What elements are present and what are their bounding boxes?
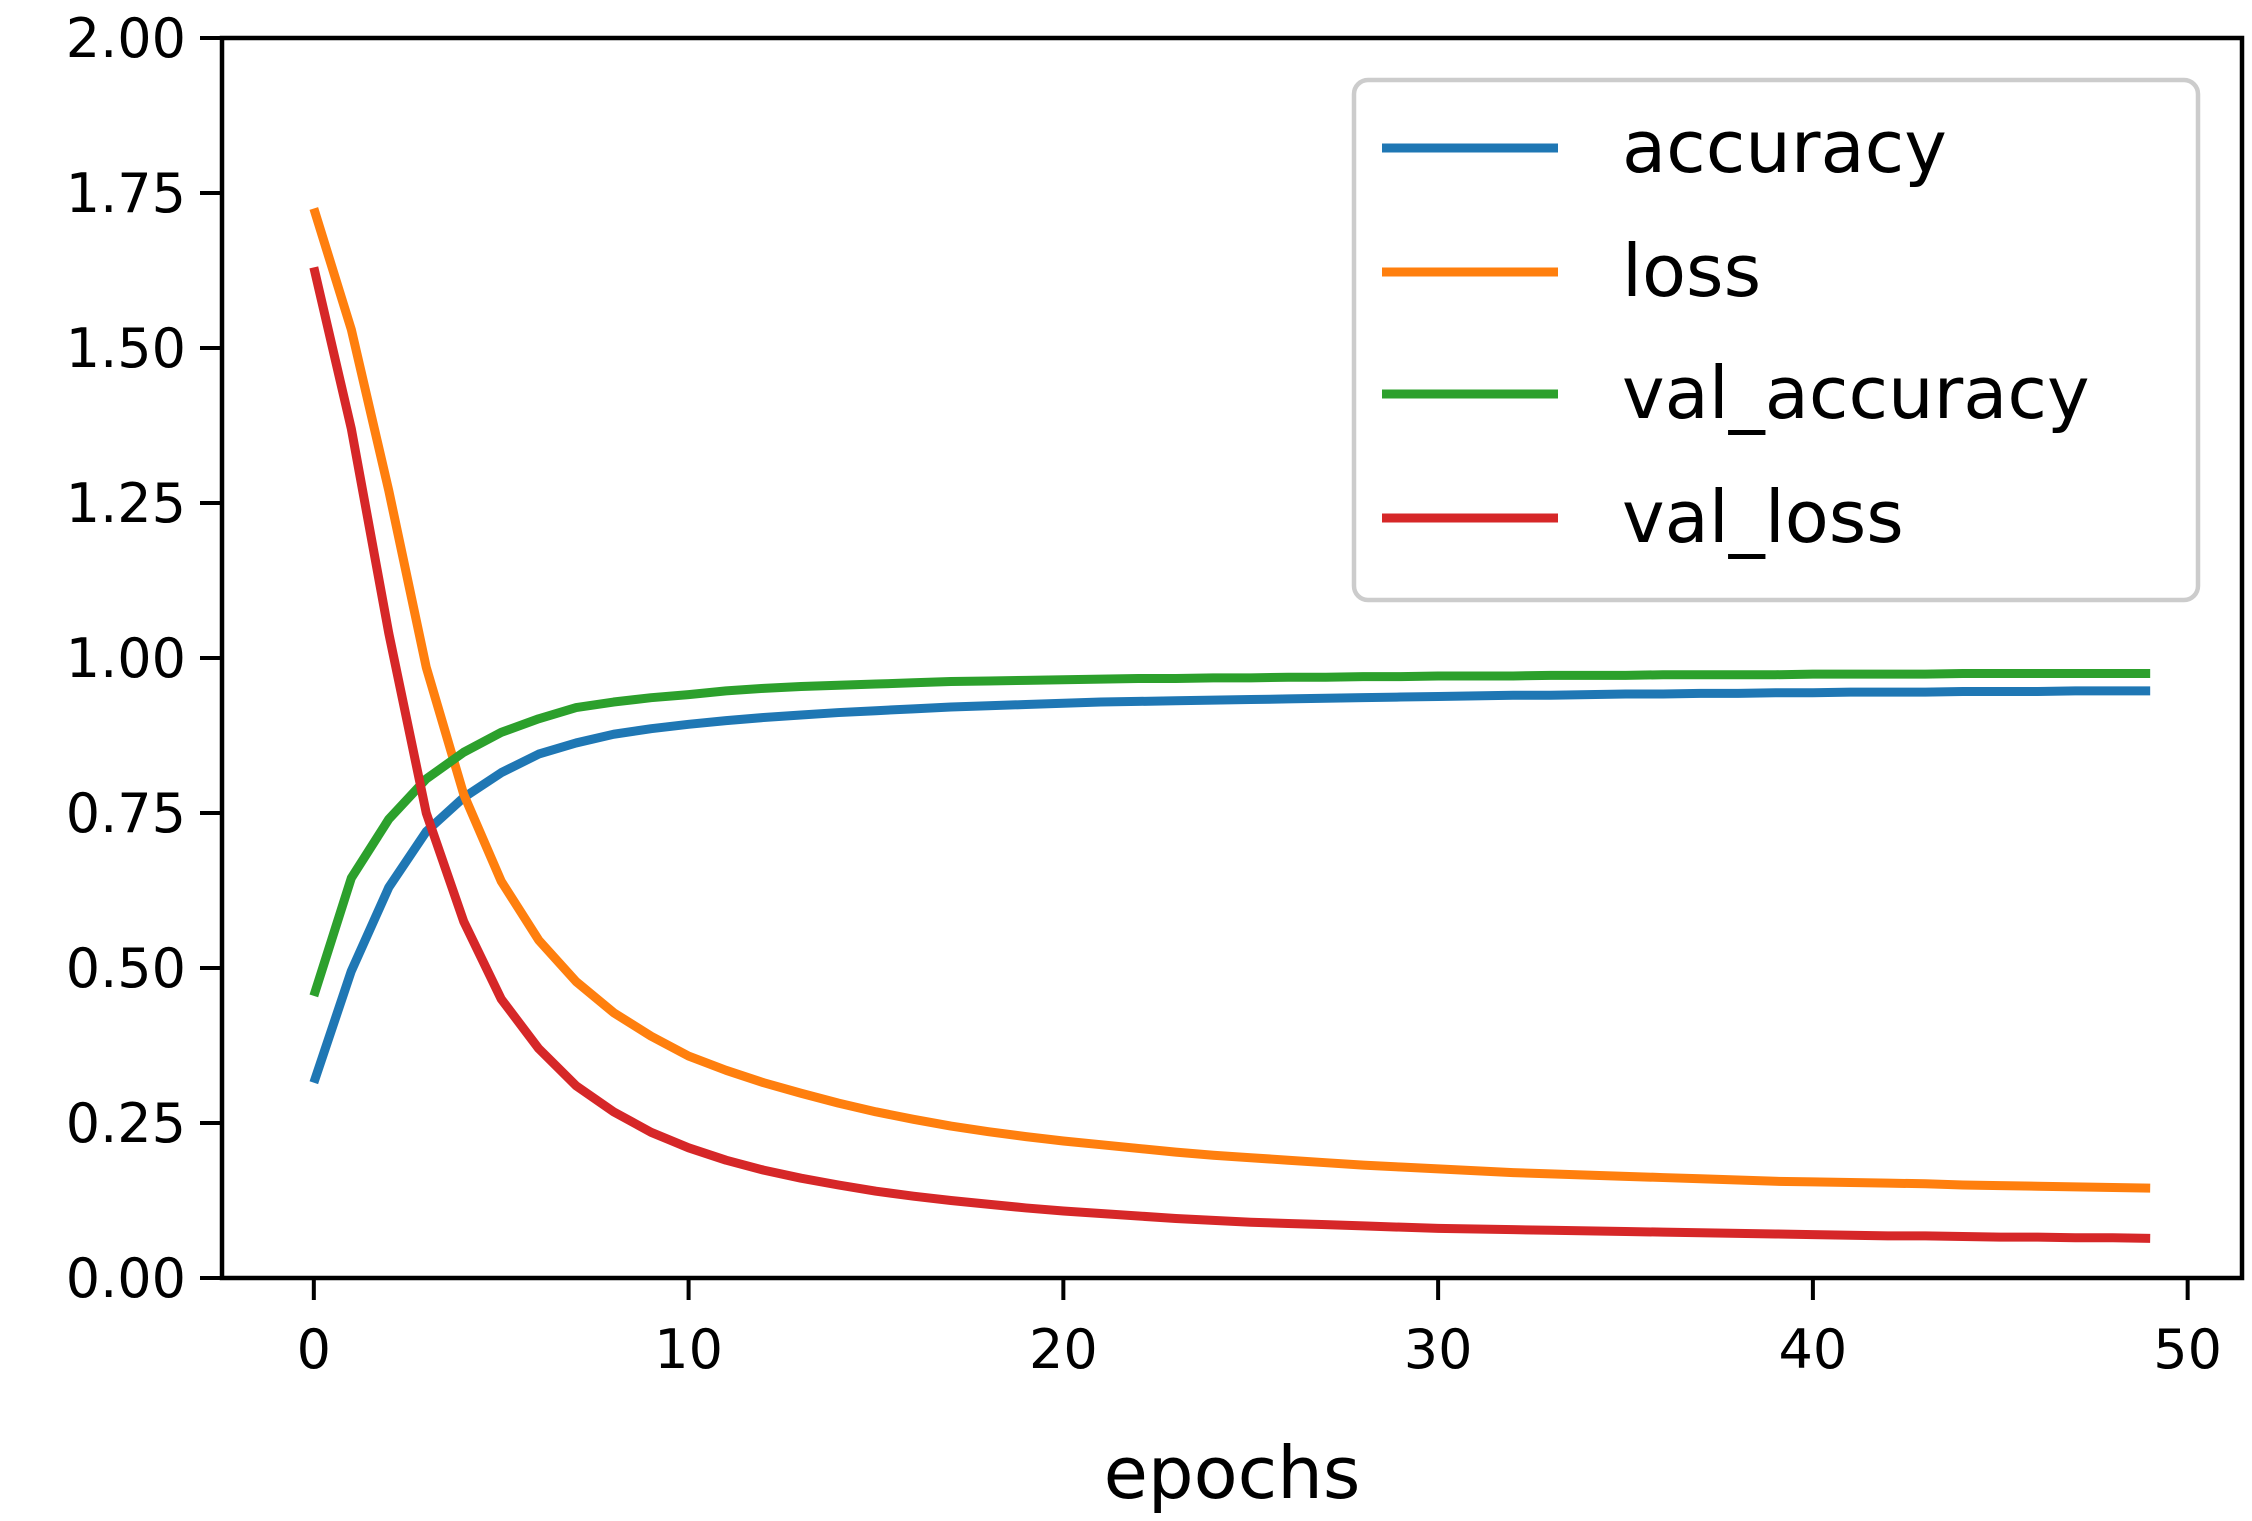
x-tick-label: 20 — [1029, 1318, 1098, 1381]
x-tick-label: 50 — [2153, 1318, 2222, 1381]
series-line-val-loss — [309, 266, 2151, 1243]
y-tick-label: 0.75 — [66, 782, 186, 845]
y-tick-label: 1.50 — [66, 317, 186, 380]
legend-label-loss: loss — [1622, 229, 1761, 313]
series-line-accuracy — [309, 686, 2151, 1085]
series-line-loss — [309, 207, 2151, 1193]
series-line-val-accuracy — [309, 669, 2151, 998]
legend-label-val-loss: val_loss — [1622, 475, 1904, 559]
x-tick-label: 30 — [1404, 1318, 1473, 1381]
legend: accuracy loss val_accuracy val_loss — [1351, 77, 2201, 603]
x-axis-label: epochs — [1104, 1431, 1361, 1515]
y-tick-label: 0.25 — [66, 1092, 186, 1155]
y-tick-label: 1.75 — [66, 162, 186, 225]
legend-box — [1351, 77, 2201, 603]
legend-label-val-accuracy: val_accuracy — [1622, 351, 2090, 435]
legend-label-accuracy: accuracy — [1622, 105, 1947, 189]
x-tick-label: 10 — [654, 1318, 723, 1381]
y-tick-label: 0.00 — [66, 1247, 186, 1310]
y-tick-label: 1.00 — [66, 627, 186, 690]
x-axis-ticks: 0 10 20 30 40 50 — [297, 1278, 2222, 1381]
y-tick-label: 1.25 — [66, 472, 186, 535]
y-tick-label: 0.50 — [66, 937, 186, 1000]
x-tick-label: 0 — [297, 1318, 331, 1381]
y-tick-label: 2.00 — [66, 7, 186, 70]
legend-entries: accuracy loss val_accuracy val_loss — [1382, 105, 2090, 559]
series-lines — [309, 207, 2151, 1243]
x-tick-label: 40 — [1779, 1318, 1848, 1381]
y-axis-ticks: 0.00 0.25 0.50 0.75 1.00 1.25 1.50 1.75 2.00 — [66, 7, 222, 1310]
